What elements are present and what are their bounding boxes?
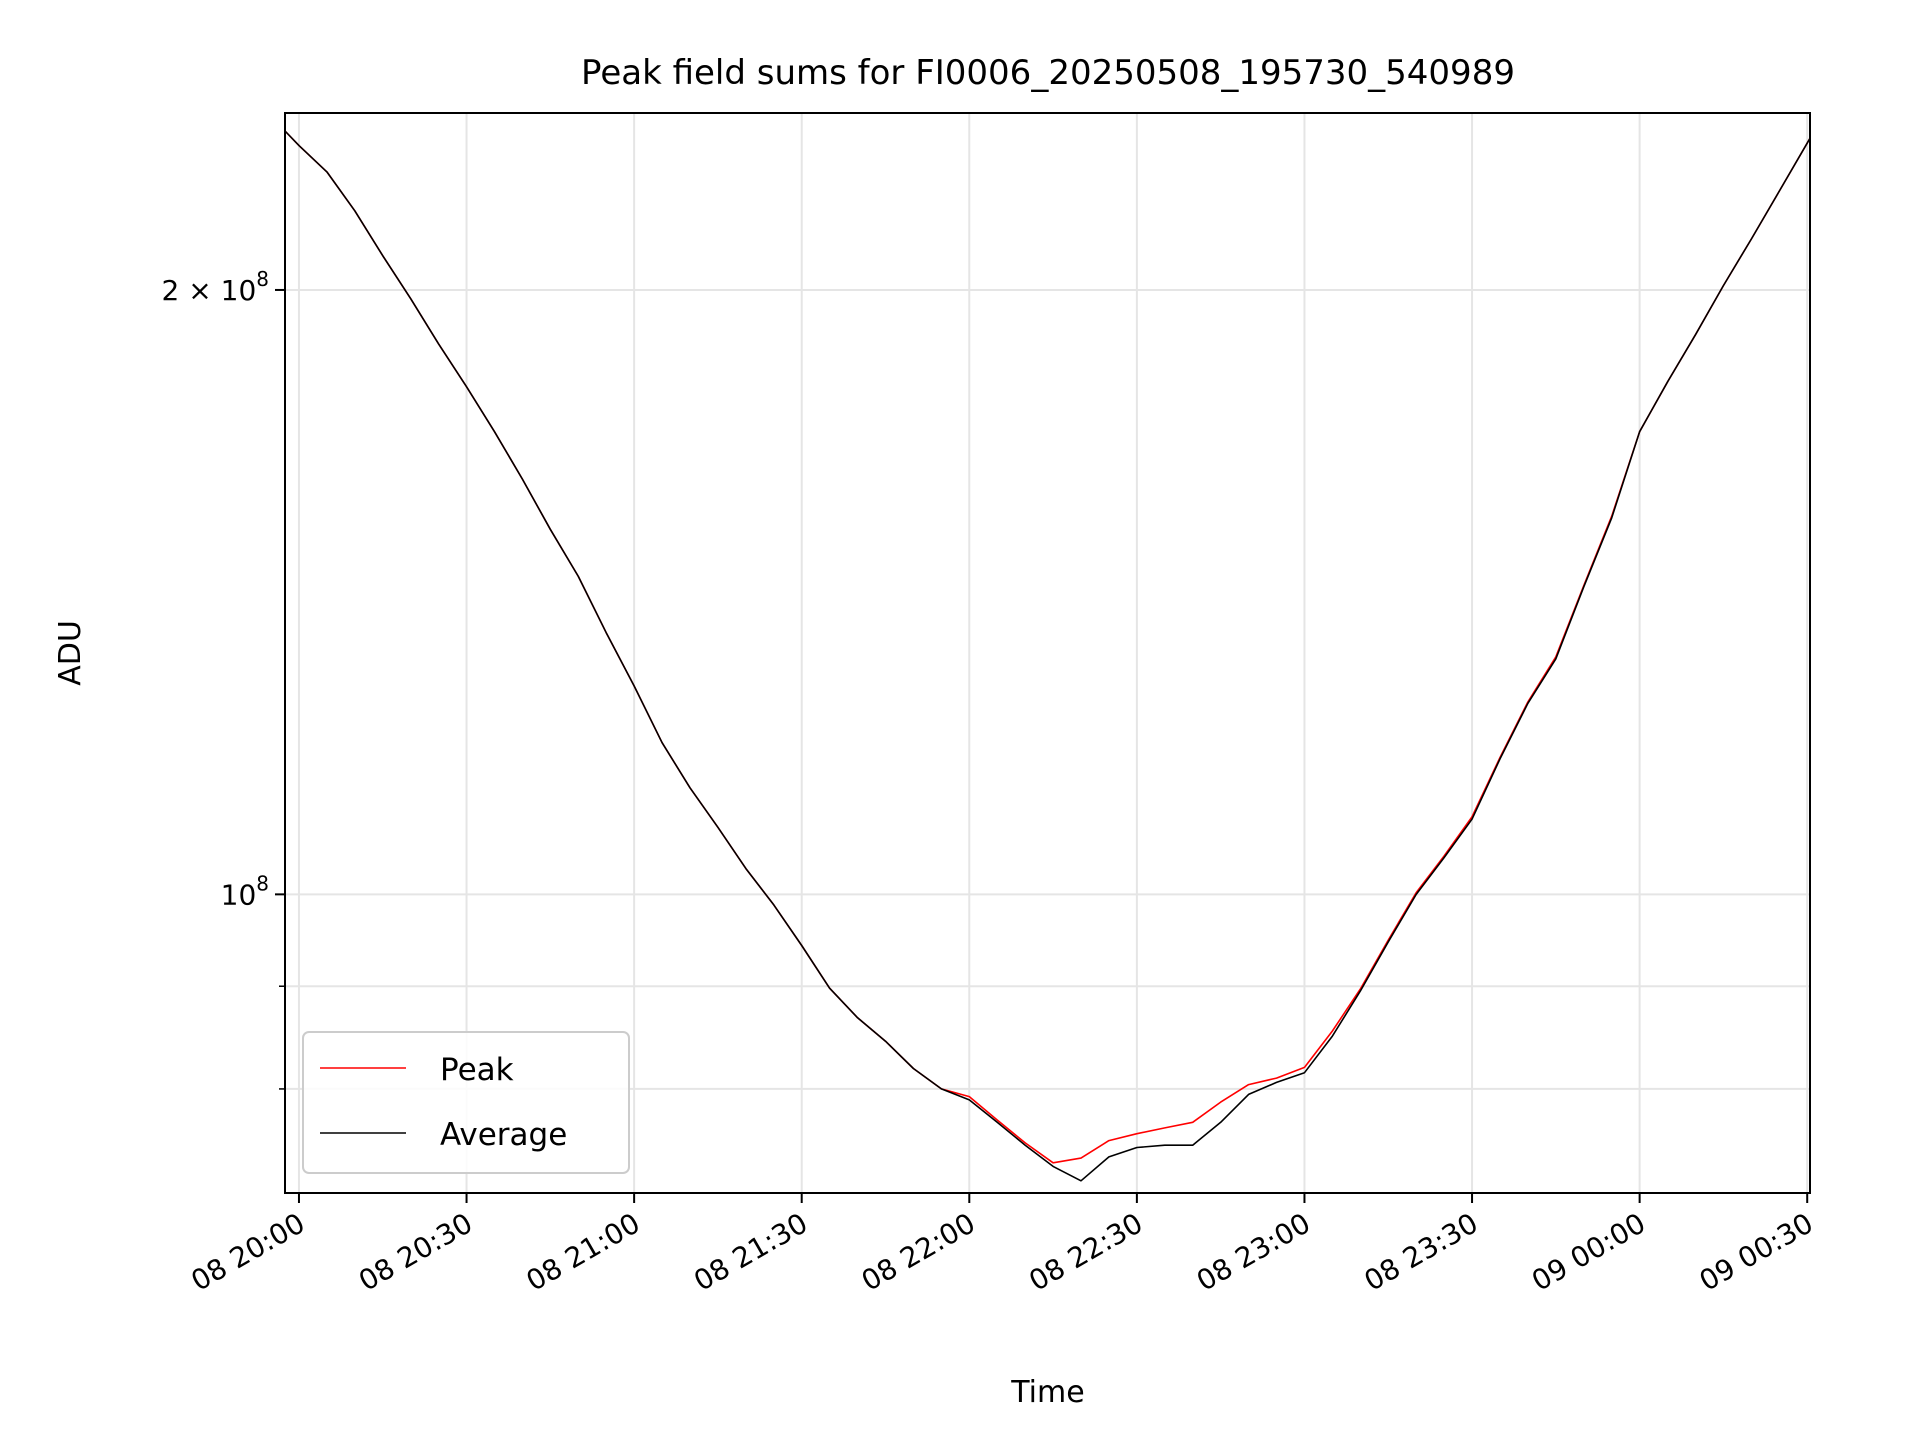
y-tick-label: 2 × 108 (162, 267, 269, 307)
grid (285, 113, 1810, 1193)
legend-label-peak: Peak (440, 1052, 514, 1088)
y-axis-label: ADU (53, 620, 88, 686)
legend-label-average: Average (440, 1117, 567, 1153)
plot-frame (284, 112, 1811, 1194)
y-tick-label: 108 (221, 871, 269, 911)
legend: Peak Average (302, 1031, 630, 1174)
x-axis-label: Time (1010, 1375, 1084, 1410)
y-axis: 108 2 × 108 (162, 267, 285, 1090)
series-line-average (284, 130, 1811, 1182)
series-layer (284, 130, 1811, 1182)
chart-title: Peak field sums for FI0006_20250508_1957… (581, 53, 1515, 93)
